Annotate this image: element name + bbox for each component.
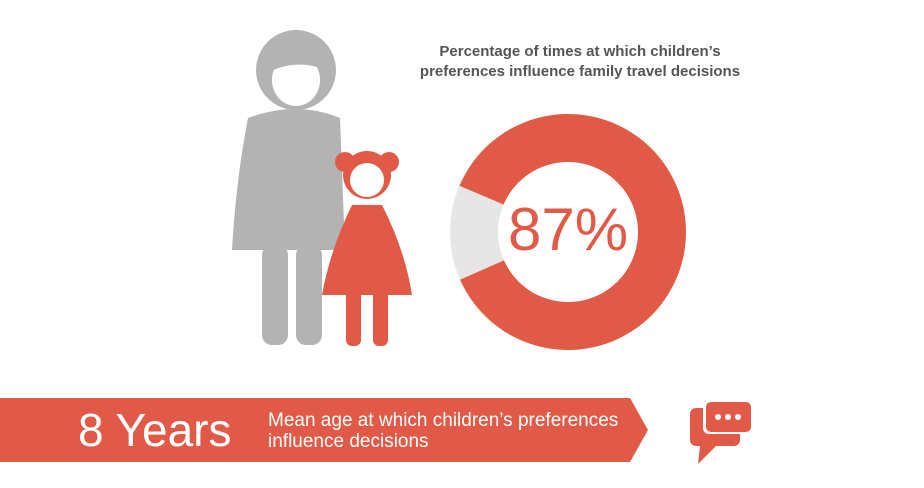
banner [0,398,648,462]
mother-figure [232,30,345,345]
chart-title: Percentage of times at which children’s … [419,43,741,80]
value-label: 87% [508,196,628,263]
donut-segment [450,185,504,280]
donut-segment [459,114,686,351]
girl-figure [322,151,412,346]
chat-icon [690,400,753,464]
banner-caption: Mean age at which children’s preferences… [268,410,619,452]
banner-headline: 8 Years [78,404,232,456]
